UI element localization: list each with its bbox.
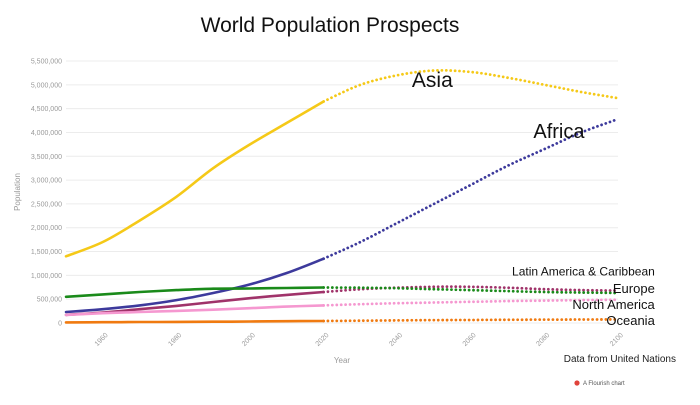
series-label-north-america: North America <box>572 297 655 312</box>
series-label-latin-america-and-caribbean: Latin America & Caribbean <box>512 264 655 278</box>
series-projection-africa <box>322 117 620 261</box>
series-line-africa <box>64 257 325 314</box>
series-labels: Asia Africa Latin America & Caribbean Europ… <box>412 69 656 328</box>
series-lines <box>64 68 620 324</box>
x-tick-label: 2060 <box>462 332 478 348</box>
series-projection-oceania <box>322 318 620 323</box>
source-note: Data from United Nations <box>564 354 676 365</box>
gridlines <box>66 60 618 324</box>
series-projection-asia <box>322 68 620 103</box>
series-label-europe: Europe <box>613 281 655 296</box>
flourish-logo-icon <box>574 380 580 386</box>
x-tick-label: 2100 <box>609 332 625 348</box>
series-label-oceania: Oceania <box>606 313 655 328</box>
x-tick-label: 1960 <box>94 332 110 348</box>
series-line-europe <box>64 286 325 299</box>
x-tick-label: 1980 <box>167 332 183 348</box>
y-axis-label: Population <box>13 173 22 211</box>
y-tick-label: 4,500,000 <box>31 106 62 113</box>
y-tick-label: 1,000,000 <box>31 273 62 280</box>
series-label-africa: Africa <box>533 121 585 143</box>
chart-title: World Population Prospects <box>201 14 460 37</box>
flourish-credit[interactable]: A Flourish chart <box>583 381 625 387</box>
series-projection-europe <box>322 286 620 295</box>
x-tick-label: 2080 <box>535 332 551 348</box>
y-axis-ticks: 0 500,000 1,000,000 1,500,000 2,000,000 2,500… <box>31 59 62 328</box>
series-line-asia <box>64 100 325 258</box>
x-tick-label: 2000 <box>241 332 257 348</box>
y-tick-label: 4,000,000 <box>31 130 62 137</box>
series-line-oceania <box>64 319 325 324</box>
y-tick-label: 500,000 <box>37 297 62 304</box>
series-line-north-america <box>64 304 325 317</box>
series-projection-north-america <box>322 298 620 307</box>
x-tick-label: 2020 <box>315 332 331 348</box>
y-tick-label: 1,500,000 <box>31 249 62 256</box>
series-label-asia: Asia <box>412 69 453 92</box>
x-axis-label: Year <box>334 356 351 365</box>
y-tick-label: 3,000,000 <box>31 178 62 185</box>
y-tick-label: 5,500,000 <box>31 59 62 66</box>
x-axis-ticks: 1960 1980 2000 2020 2040 2060 2080 2100 <box>94 332 625 348</box>
y-tick-label: 3,500,000 <box>31 154 62 161</box>
x-tick-label: 2040 <box>388 332 404 348</box>
y-tick-label: 2,000,000 <box>31 225 62 232</box>
y-tick-label: 5,000,000 <box>31 82 62 89</box>
y-tick-label: 0 <box>58 321 62 328</box>
y-tick-label: 2,500,000 <box>31 201 62 208</box>
